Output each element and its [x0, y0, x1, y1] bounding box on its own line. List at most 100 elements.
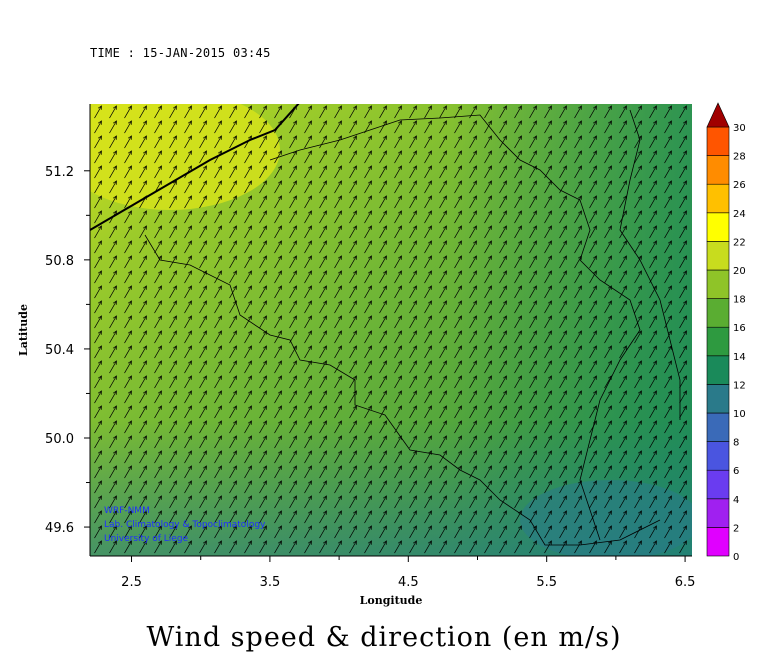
- wind-arrow: [364, 300, 372, 314]
- wind-arrow: [544, 510, 552, 524]
- wind-arrow: [544, 240, 552, 254]
- wind-arrow: [469, 150, 477, 164]
- wind-arrow: [304, 150, 312, 164]
- wind-arrow: [169, 315, 177, 329]
- wind-arrow: [289, 315, 297, 329]
- wind-arrow: [289, 285, 297, 299]
- wind-arrow: [364, 225, 372, 239]
- wind-arrow: [379, 330, 387, 344]
- wind-arrow: [394, 495, 402, 509]
- wind-arrow: [319, 360, 327, 374]
- wind-arrow: [184, 465, 192, 479]
- wind-arrow: [604, 405, 612, 419]
- wind-arrow: [649, 180, 657, 194]
- wind-arrow: [424, 360, 432, 374]
- wind-arrow: [304, 255, 312, 269]
- wind-arrow: [679, 465, 687, 479]
- wind-arrow: [409, 360, 417, 374]
- wind-arrow: [169, 405, 177, 419]
- wind-arrow: [514, 180, 522, 194]
- country-border: [144, 234, 661, 546]
- wind-arrow: [259, 105, 267, 119]
- wind-arrow: [214, 135, 222, 149]
- y-tick-label: 50.4: [45, 343, 74, 358]
- wind-arrow: [349, 330, 357, 344]
- wind-arrow: [199, 480, 207, 494]
- wind-arrow: [514, 150, 522, 164]
- wind-arrow: [109, 525, 117, 539]
- wind-arrow: [139, 435, 147, 449]
- wind-arrow: [184, 375, 192, 389]
- wind-arrow: [259, 195, 267, 209]
- wind-arrow: [619, 300, 627, 314]
- wind-arrow: [154, 150, 162, 164]
- wind-arrow: [424, 540, 432, 554]
- wind-arrow: [334, 330, 342, 344]
- wind-arrow: [379, 450, 387, 464]
- wind-arrow: [109, 285, 117, 299]
- wind-arrow: [469, 135, 477, 149]
- wind-arrow: [94, 405, 102, 419]
- wind-arrow: [514, 330, 522, 344]
- wind-arrow: [289, 345, 297, 359]
- wind-arrow: [289, 180, 297, 194]
- wind-arrow: [649, 510, 657, 524]
- wind-arrow: [319, 210, 327, 224]
- wind-arrow: [184, 435, 192, 449]
- wind-arrow: [244, 525, 252, 539]
- wind-arrow: [364, 540, 372, 554]
- wind-arrow: [94, 330, 102, 344]
- wind-arrow: [334, 225, 342, 239]
- wind-arrow: [154, 510, 162, 524]
- wind-arrow: [484, 480, 492, 494]
- wind-arrow: [514, 135, 522, 149]
- wind-arrow: [634, 540, 642, 554]
- wind-arrow: [559, 390, 567, 404]
- wind-speed-low-patch: [520, 480, 692, 556]
- wind-arrow: [349, 240, 357, 254]
- wind-arrow: [274, 270, 282, 284]
- wind-arrow: [319, 390, 327, 404]
- wind-arrow: [334, 315, 342, 329]
- y-tick-label: 50.0: [45, 432, 74, 447]
- wind-arrow: [169, 285, 177, 299]
- wind-arrow: [619, 540, 627, 554]
- wind-arrow: [139, 375, 147, 389]
- wind-arrow: [139, 150, 147, 164]
- wind-arrow: [154, 285, 162, 299]
- wind-arrow: [499, 180, 507, 194]
- wind-arrow: [394, 360, 402, 374]
- wind-arrow: [469, 285, 477, 299]
- colorbar-segment: [706, 498, 730, 528]
- wind-arrow: [484, 525, 492, 539]
- wind-arrow: [199, 120, 207, 134]
- wind-arrow: [544, 270, 552, 284]
- wind-arrow: [499, 255, 507, 269]
- chart-caption: Wind speed & direction (en m/s): [146, 622, 622, 653]
- wind-arrow: [394, 255, 402, 269]
- wind-arrow: [394, 435, 402, 449]
- wind-arrow: [649, 330, 657, 344]
- wind-arrow: [199, 150, 207, 164]
- wind-arrow: [319, 180, 327, 194]
- wind-arrow: [439, 315, 447, 329]
- wind-arrow: [394, 450, 402, 464]
- wind-arrow: [529, 210, 537, 224]
- wind-arrow: [364, 510, 372, 524]
- wind-arrow: [214, 390, 222, 404]
- wind-arrow: [409, 405, 417, 419]
- wind-arrow: [649, 405, 657, 419]
- wind-arrow: [679, 330, 687, 344]
- wind-arrow: [469, 375, 477, 389]
- wind-arrow: [334, 495, 342, 509]
- wind-arrow: [229, 315, 237, 329]
- wind-arrow: [589, 360, 597, 374]
- wind-arrow: [634, 525, 642, 539]
- wind-arrow: [619, 390, 627, 404]
- wind-arrow: [334, 285, 342, 299]
- wind-arrow: [214, 285, 222, 299]
- wind-arrow: [124, 390, 132, 404]
- wind-arrow: [304, 465, 312, 479]
- wind-arrow: [424, 300, 432, 314]
- wind-arrow: [109, 105, 117, 119]
